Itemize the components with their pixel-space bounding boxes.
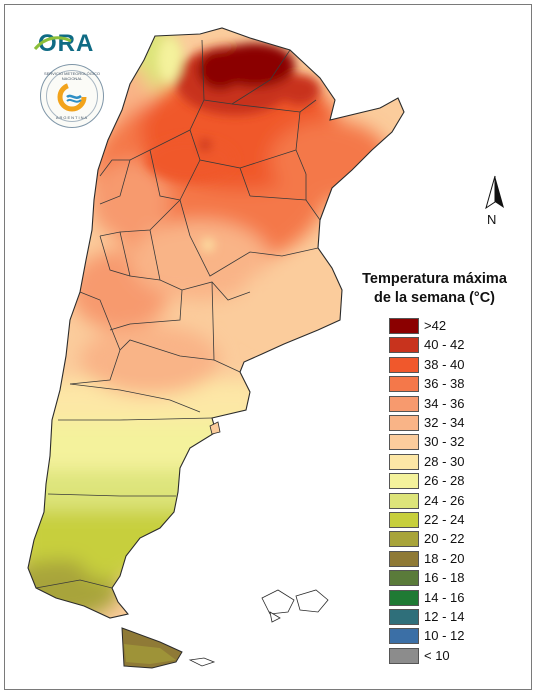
legend-item: 36 - 38	[389, 376, 499, 394]
legend-item: >42	[389, 318, 499, 336]
legend-item: 18 - 20	[389, 550, 499, 569]
north-arrow-icon	[485, 175, 504, 210]
legend-swatch	[389, 492, 419, 509]
legend-item: 14 - 16	[389, 589, 499, 608]
legend-item: 30 - 32	[389, 434, 499, 452]
legend-label: 12 - 14	[424, 609, 465, 624]
legend-title-line1: Temperatura máxima	[362, 271, 507, 287]
legend-label: 22 - 24	[424, 512, 465, 527]
legend-label: 26 - 28	[424, 473, 465, 489]
legend-label: 34 - 36	[424, 395, 465, 411]
legend-label: < 10	[424, 647, 450, 663]
legend-swatch	[389, 337, 419, 354]
legend-swatch	[389, 356, 419, 373]
legend-swatch	[389, 550, 419, 567]
legend-swatch	[389, 415, 419, 431]
legend-title: Temperatura máxima de la semana (°C)	[342, 270, 527, 308]
legend-item: 26 - 28	[389, 473, 499, 491]
malvinas-islands	[261, 589, 329, 623]
legend-swatch	[389, 589, 419, 606]
north-label: N	[487, 212, 497, 227]
peninsula-valdes	[209, 421, 221, 435]
legend-swatch	[389, 318, 419, 334]
legend-label: 14 - 16	[424, 589, 465, 605]
legend-label: 28 - 30	[424, 453, 465, 469]
legend-swatch	[389, 628, 419, 645]
legend-label: 32 - 34	[424, 415, 465, 430]
legend-label: 18 - 20	[424, 550, 465, 566]
legend-label: 36 - 38	[424, 376, 465, 392]
legend-label: 40 - 42	[424, 337, 465, 353]
legend-item: 34 - 36	[389, 395, 499, 414]
legend-label: 38 - 40	[424, 356, 465, 372]
legend-label: 24 - 26	[424, 492, 465, 508]
legend-swatch	[389, 434, 419, 451]
legend-swatch	[389, 531, 419, 548]
legend-label: 30 - 32	[424, 434, 465, 450]
legend-swatch	[389, 570, 419, 587]
legend-swatch	[389, 473, 419, 490]
legend-item: 40 - 42	[389, 337, 499, 355]
legend-swatch	[389, 395, 419, 412]
legend-item: 38 - 40	[389, 356, 499, 375]
legend-item: 28 - 30	[389, 453, 499, 472]
legend-label: >42	[424, 318, 447, 333]
legend-title-line2: de la semana (°C)	[373, 290, 496, 306]
seal-bottom-text: ARGENTINA	[55, 115, 89, 120]
legend-item: 20 - 22	[389, 531, 499, 549]
legend-swatch	[389, 453, 419, 470]
legend-label: 16 - 18	[424, 570, 465, 586]
smn-emblem-icon	[57, 82, 87, 112]
map-frame	[4, 4, 532, 690]
seal-top-text: SERVICIO METEOROLÓGICO NACIONAL	[44, 71, 100, 81]
legend-label: 20 - 22	[424, 531, 465, 547]
seal-ring	[46, 70, 98, 122]
legend-item: 10 - 12	[389, 628, 499, 646]
legend-item: < 10	[389, 647, 499, 666]
tierra-del-fuego	[121, 627, 216, 669]
legend-swatch	[389, 376, 419, 393]
legend-swatch	[389, 647, 419, 664]
ora-swoosh-icon	[33, 36, 72, 51]
legend-swatch	[389, 512, 419, 528]
legend-item: 12 - 14	[389, 609, 499, 627]
legend-item: 22 - 24	[389, 512, 499, 530]
ora-logo: ORA	[38, 30, 95, 57]
smn-seal: SERVICIO METEOROLÓGICO NACIONAL ARGENTIN…	[40, 64, 104, 128]
province-borders	[35, 39, 321, 589]
legend-swatch	[389, 609, 419, 625]
legend-item: 24 - 26	[389, 492, 499, 511]
legend-item: 32 - 34	[389, 415, 499, 433]
legend-label: 10 - 12	[424, 628, 465, 644]
legend-item: 16 - 18	[389, 570, 499, 588]
